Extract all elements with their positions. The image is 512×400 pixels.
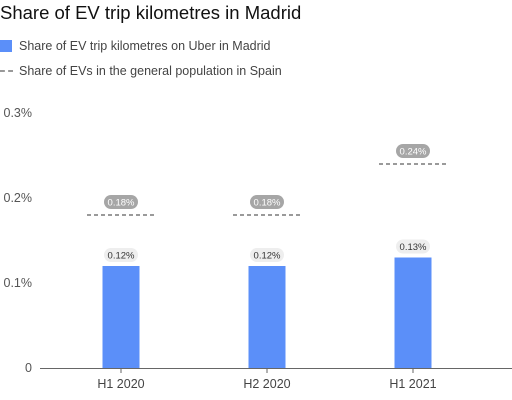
legend-item-line: Share of EVs in the general population i… [0, 64, 282, 78]
legend-dash-swatch [0, 70, 13, 72]
y-tick-label: 0 [25, 361, 32, 375]
chart-title: Share of EV trip kilometres in Madrid [0, 2, 302, 23]
line-value-label-bg [396, 144, 430, 158]
line-value-label: 0.18% [108, 198, 135, 209]
bar-value-label-bg [250, 248, 284, 262]
bar-value-label: 0.12% [108, 251, 135, 262]
bar-value-label-bg [396, 239, 430, 254]
line-value-label: 0.18% [254, 198, 281, 209]
y-tick-label: 0.2% [4, 191, 33, 205]
bar-value-label-bg [104, 248, 138, 262]
bar [102, 266, 140, 368]
bar [248, 266, 286, 368]
bar-value-label: 0.13% [400, 242, 427, 253]
legend-item-bars: Share of EV trip kilometres on Uber in M… [0, 39, 271, 53]
x-tick-label: H1 2020 [97, 377, 144, 391]
legend-line-label: Share of EVs in the general population i… [19, 64, 282, 78]
y-tick-label: 0.3% [4, 106, 33, 120]
line-value-label: 0.24% [400, 147, 427, 158]
y-tick-label: 0.1% [4, 276, 33, 290]
legend-bar-swatch [0, 40, 12, 52]
x-tick-label: H1 2021 [389, 377, 436, 391]
legend-bar-label: Share of EV trip kilometres on Uber in M… [19, 39, 271, 53]
line-value-label-bg [250, 195, 284, 209]
bar-value-label: 0.12% [254, 251, 281, 262]
line-value-label-bg [104, 195, 138, 209]
x-tick-label: H2 2020 [243, 377, 290, 391]
bar [394, 257, 432, 368]
